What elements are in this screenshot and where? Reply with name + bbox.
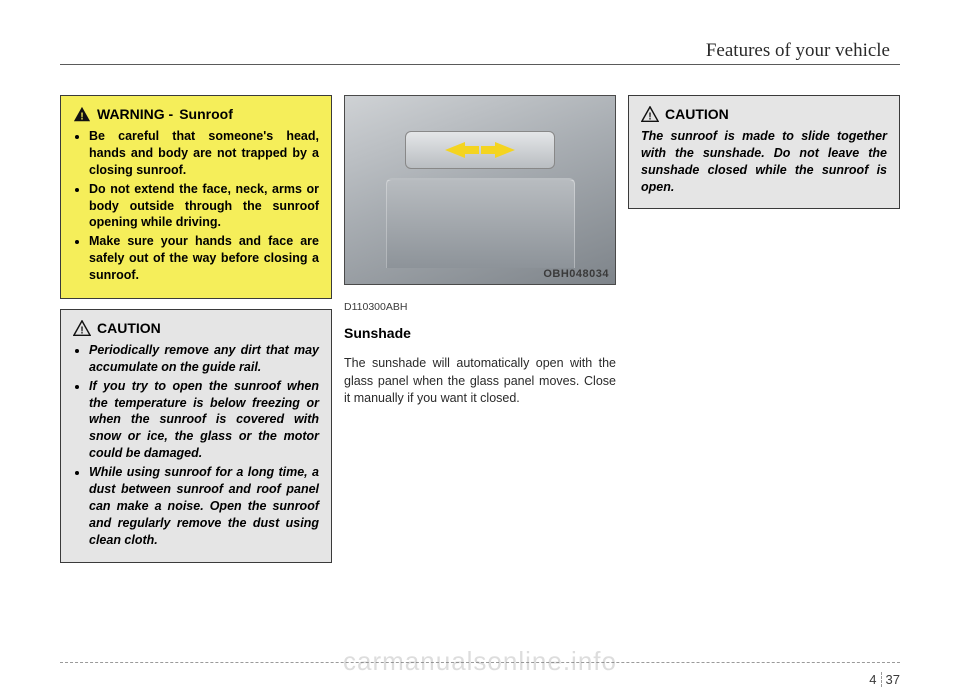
warning-triangle-icon: !	[73, 106, 91, 122]
caution-item: If you try to open the sunroof when the …	[89, 378, 319, 462]
sunroof-figure: OBH048034	[344, 95, 616, 285]
warning-item: Make sure your hands and face are safely…	[89, 233, 319, 284]
sunroof-panel	[386, 178, 575, 268]
page-separator	[881, 672, 882, 687]
caution-header-1: ! CAUTION	[73, 320, 319, 336]
footer-rule	[60, 662, 900, 663]
section-title: Features of your vehicle	[60, 40, 900, 62]
page-footer: 4 37	[60, 662, 900, 669]
caution-box-1: ! CAUTION Periodically remove any dirt t…	[60, 309, 332, 564]
svg-text:!: !	[648, 111, 651, 122]
arrow-left-icon	[445, 142, 465, 158]
manual-page: Features of your vehicle ! WARNING - Sun…	[0, 0, 960, 689]
paragraph-code: D110300ABH	[344, 301, 616, 313]
warning-item: Do not extend the face, neck, arms or bo…	[89, 181, 319, 232]
warning-list: Be careful that someone's head, hands an…	[73, 128, 319, 284]
column-3: ! CAUTION The sunroof is made to slide t…	[628, 95, 900, 563]
figure-code: OBH048034	[543, 268, 609, 280]
svg-text:!: !	[80, 325, 83, 336]
sunshade-body: The sunshade will automatically open wit…	[344, 355, 616, 408]
caution-label-2: CAUTION	[665, 106, 729, 122]
chapter-number: 4	[869, 672, 876, 687]
caution-text-2: The sunroof is made to slide together wi…	[641, 128, 887, 196]
header-rule	[60, 64, 900, 65]
caution-triangle-icon: !	[73, 320, 91, 336]
sunshade-heading: Sunshade	[344, 325, 616, 341]
page-in-chapter: 37	[886, 672, 900, 687]
page-number: 4 37	[869, 672, 900, 687]
column-1: ! WARNING - Sunroof Be careful that some…	[60, 95, 332, 563]
caution-item: Periodically remove any dirt that may ac…	[89, 342, 319, 376]
caution-triangle-icon: !	[641, 106, 659, 122]
warning-label: WARNING -	[97, 106, 173, 122]
caution-box-2: ! CAUTION The sunroof is made to slide t…	[628, 95, 900, 209]
caution-list-1: Periodically remove any dirt that may ac…	[73, 342, 319, 549]
column-2: OBH048034 D110300ABH Sunshade The sunsha…	[344, 95, 616, 563]
content-columns: ! WARNING - Sunroof Be careful that some…	[60, 95, 900, 563]
caution-item: While using sunroof for a long time, a d…	[89, 464, 319, 548]
caution-header-2: ! CAUTION	[641, 106, 887, 122]
svg-text:!: !	[80, 111, 83, 122]
warning-box: ! WARNING - Sunroof Be careful that some…	[60, 95, 332, 299]
overhead-console	[405, 131, 555, 169]
warning-subject: Sunroof	[179, 106, 233, 122]
arrow-right-icon	[495, 142, 515, 158]
warning-header: ! WARNING - Sunroof	[73, 106, 319, 122]
caution-label-1: CAUTION	[97, 320, 161, 336]
warning-item: Be careful that someone's head, hands an…	[89, 128, 319, 179]
